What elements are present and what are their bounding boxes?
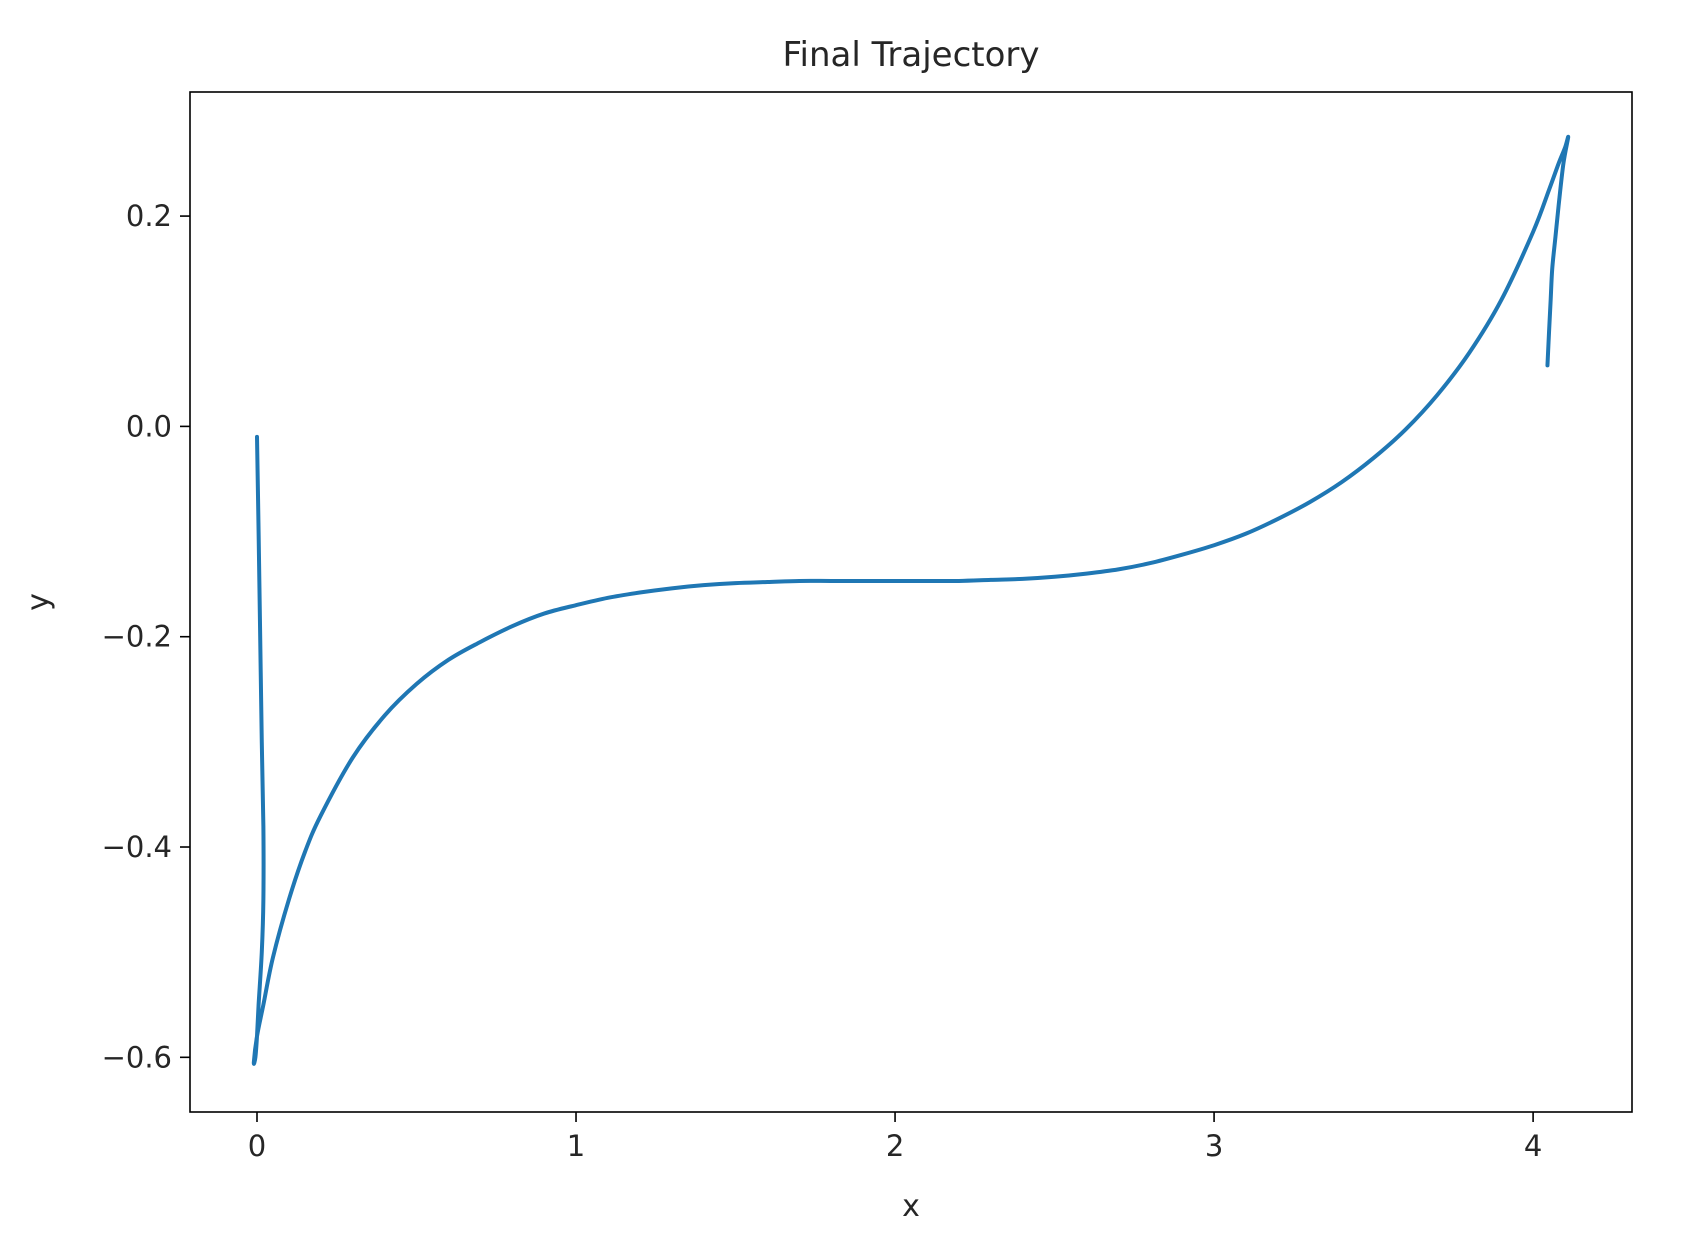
x-tick-label: 4 [1524,1129,1542,1163]
plot-frame [189,91,1633,1113]
y-tick-label: −0.4 [102,830,172,864]
plot-area [190,92,1632,1112]
y-tick-label: 0.0 [126,409,172,443]
chart-title: Final Trajectory [782,35,1039,75]
x-tick-label: 1 [567,1129,585,1163]
y-axis-label: y [21,593,56,611]
tick-layer: 0 1 2 3 4 0.2 0.0 −0.2 −0.4 −0.6 [102,199,1543,1163]
y-tick-label: −0.6 [102,1040,172,1074]
y-tick-label: −0.2 [102,620,172,654]
y-tick-label: 0.2 [126,199,172,233]
series-layer [251,134,1571,1066]
x-tick-label: 3 [1205,1129,1223,1163]
x-axis-label: x [902,1189,920,1224]
x-tick-label: 2 [886,1129,904,1163]
x-tick-label: 0 [248,1129,266,1163]
trajectory-line [251,134,1571,1066]
